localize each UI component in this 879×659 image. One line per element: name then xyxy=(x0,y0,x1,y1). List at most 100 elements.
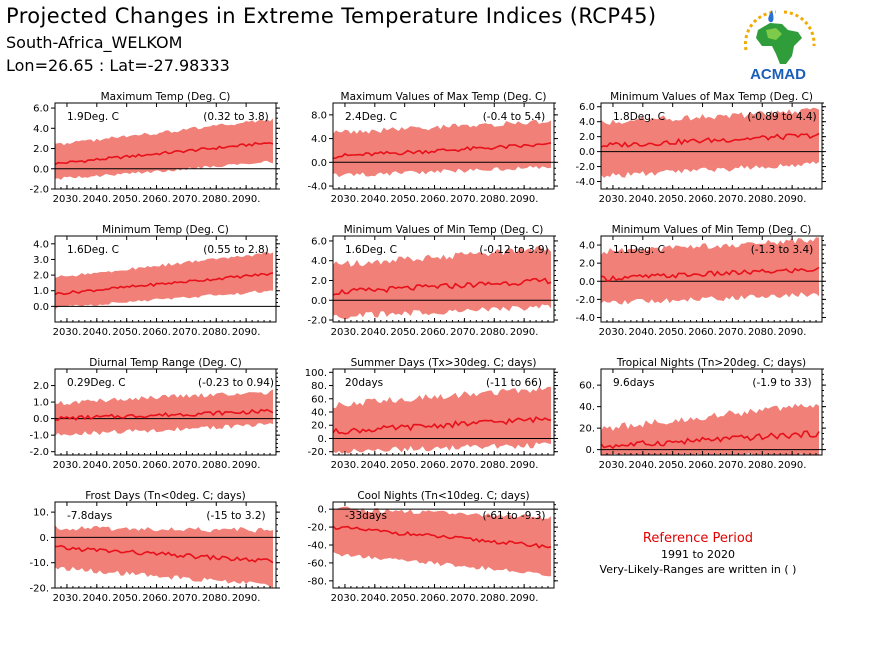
x-tick-label: 2080. xyxy=(480,593,509,604)
very-likely-range-band xyxy=(601,107,819,178)
y-tick-label: 40. xyxy=(579,402,595,413)
y-tick-label: 8.0 xyxy=(311,110,327,121)
panel-range-text: (0.32 to 3.8) xyxy=(203,111,269,123)
x-tick-label: 2080. xyxy=(480,194,509,205)
x-tick-label: 2090. xyxy=(232,460,261,471)
reference-period-title: Reference Period xyxy=(642,531,754,546)
reference-period-years: 1991 to 2020 xyxy=(660,548,736,561)
panel-value-text: 2.4Deg. C xyxy=(345,111,397,123)
x-tick-label: 2040. xyxy=(360,593,389,604)
x-tick-label: 2030. xyxy=(599,327,628,338)
plot-frame xyxy=(54,368,277,456)
x-tick-label: 2070. xyxy=(450,327,479,338)
y-tick-label: 2.0 xyxy=(311,276,327,287)
chart-panel: 2030. 2040. 2050. 2060. 2070. 2080. 2090. 0. 20.… xyxy=(579,357,826,471)
y-tick-label: 60. xyxy=(311,394,327,405)
x-tick-label: 2050. xyxy=(390,194,419,205)
y-tick-label: 6.0 xyxy=(311,236,327,247)
median-change-line xyxy=(55,544,274,564)
chart-panel: 2030. 2040. 2050. 2060. 2070. 2080. 2090. -4.0 0… xyxy=(307,91,558,205)
y-tick-label: 4.0 xyxy=(579,241,595,252)
panel-title: Maximum Values of Max Temp (Deg. C) xyxy=(341,91,547,103)
y-tick-label: 0. xyxy=(585,445,595,456)
x-tick-label: 2090. xyxy=(232,327,261,338)
location-subtitle: South-Africa_WELKOM xyxy=(6,33,183,52)
panel-title: Maximum Temp (Deg. C) xyxy=(101,91,231,103)
x-tick-label: 2040. xyxy=(360,327,389,338)
logo-text: ACMAD xyxy=(750,66,806,83)
x-tick-label: 2050. xyxy=(112,460,141,471)
x-tick-label: 2070. xyxy=(172,593,201,604)
x-tick-label: 2060. xyxy=(420,460,449,471)
x-tick-label: 2030. xyxy=(53,194,82,205)
y-tick-label: 0.0 xyxy=(33,164,49,175)
x-tick-label: 2050. xyxy=(112,593,141,604)
x-tick-label: 2070. xyxy=(450,194,479,205)
panel-title: Diurnal Temp Range (Deg. C) xyxy=(89,357,241,369)
plot-frame xyxy=(54,501,277,589)
panel-range-text: (-0.89 to 4.4) xyxy=(747,111,816,123)
y-tick-label: 1.0 xyxy=(33,398,49,409)
x-tick-label: 2040. xyxy=(628,460,657,471)
x-tick-label: 2070. xyxy=(718,327,747,338)
y-tick-label: -10. xyxy=(29,558,49,569)
y-tick-label: -2.0 xyxy=(575,295,595,306)
x-tick-label: 2070. xyxy=(450,593,479,604)
median-change-line xyxy=(600,132,820,148)
panel-title: Frost Days (Tn<0deg. C; days) xyxy=(85,490,245,502)
y-tick-label: -4.0 xyxy=(307,182,327,193)
x-tick-label: 2080. xyxy=(202,460,231,471)
y-tick-label: -20. xyxy=(307,447,327,458)
x-tick-label: 2070. xyxy=(172,327,201,338)
x-tick-label: 2060. xyxy=(420,327,449,338)
x-tick-label: 2080. xyxy=(480,460,509,471)
x-tick-label: 2060. xyxy=(142,460,171,471)
x-tick-label: 2040. xyxy=(360,194,389,205)
y-tick-label: 2.0 xyxy=(579,259,595,270)
very-likely-range-band xyxy=(333,386,551,454)
x-tick-label: 2040. xyxy=(628,327,657,338)
y-tick-label: 0.0 xyxy=(33,414,49,425)
y-tick-label: 60. xyxy=(579,381,595,392)
panel-range-text: (-1.3 to 3.4) xyxy=(751,244,814,256)
x-tick-label: 2030. xyxy=(331,593,360,604)
x-tick-label: 2090. xyxy=(232,593,261,604)
x-tick-label: 2040. xyxy=(82,593,111,604)
y-tick-label: 100. xyxy=(305,368,327,379)
median-change-line xyxy=(54,272,274,296)
plot-frame xyxy=(332,102,555,190)
panel-title: Minimum Values of Max Temp (Deg. C) xyxy=(610,91,813,103)
plot-frame xyxy=(54,102,277,190)
plot-frame xyxy=(600,235,823,323)
coordinates-subtitle: Lon=26.65 : Lat=-27.98333 xyxy=(6,56,230,75)
panel-range-text: (-1.9 to 33) xyxy=(752,377,811,389)
panel-range-text: (-15 to 3.2) xyxy=(206,510,265,522)
y-tick-label: 2.0 xyxy=(33,381,49,392)
x-tick-label: 2040. xyxy=(82,460,111,471)
x-tick-label: 2050. xyxy=(112,327,141,338)
x-tick-label: 2080. xyxy=(202,327,231,338)
panel-value-text: 1.1Deg. C xyxy=(613,244,665,256)
x-tick-label: 2050. xyxy=(658,460,687,471)
panel-range-text: (-0.4 to 5.4) xyxy=(483,111,546,123)
x-tick-label: 2090. xyxy=(510,460,539,471)
x-tick-label: 2050. xyxy=(658,327,687,338)
x-tick-label: 2030. xyxy=(331,327,360,338)
very-likely-range-band xyxy=(55,389,273,436)
y-tick-label: 0.0 xyxy=(311,296,327,307)
median-change-line xyxy=(55,408,274,421)
median-change-line xyxy=(332,277,552,296)
panel-value-text: 1.6Deg. C xyxy=(67,244,119,256)
median-change-line xyxy=(54,141,274,166)
y-tick-label: -2.0 xyxy=(29,447,49,458)
page-title: Projected Changes in Extreme Temperature… xyxy=(6,4,657,28)
panel-value-text: 1.6Deg. C xyxy=(345,244,397,256)
panel-range-text: (-0.23 to 0.94) xyxy=(198,377,274,389)
y-tick-label: -2.0 xyxy=(29,185,49,196)
x-tick-label: 2050. xyxy=(390,460,419,471)
x-tick-label: 2090. xyxy=(510,593,539,604)
median-change-line xyxy=(332,525,552,549)
x-tick-label: 2030. xyxy=(331,194,360,205)
x-tick-label: 2030. xyxy=(599,194,628,205)
